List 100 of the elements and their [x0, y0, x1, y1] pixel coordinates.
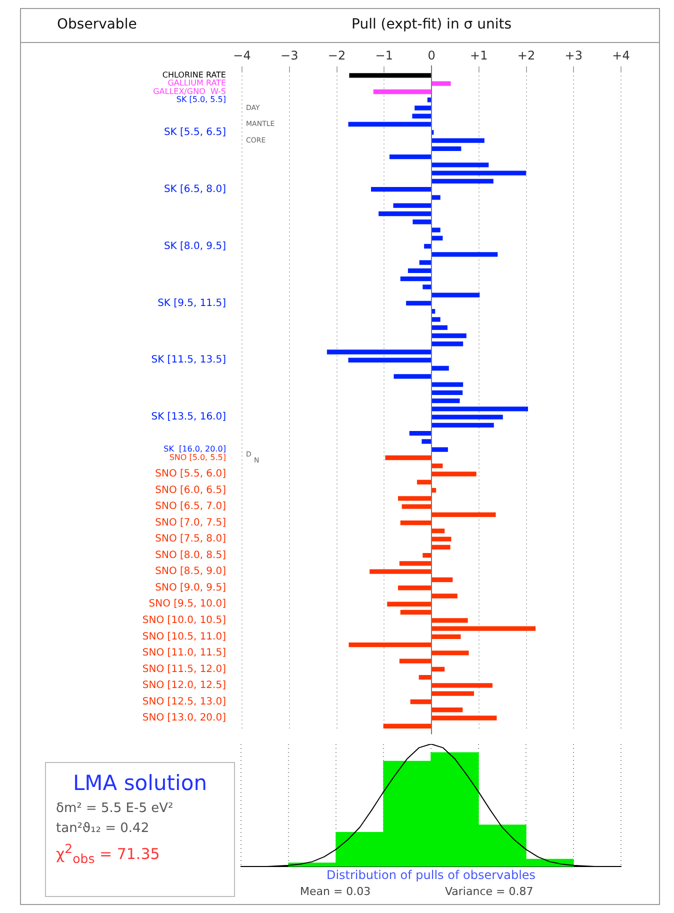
bar — [402, 504, 432, 509]
bar — [432, 422, 494, 428]
bar — [408, 268, 432, 273]
bar — [424, 244, 432, 249]
x-tick-label: −4 — [233, 48, 251, 62]
text: Mean = 0.03 — [300, 885, 371, 898]
bar — [326, 350, 432, 354]
bar — [432, 683, 492, 688]
bar — [371, 187, 432, 192]
bar — [432, 170, 526, 176]
y-tick-label: SNO [8.5, 9.0] — [155, 566, 226, 578]
bar — [432, 618, 468, 623]
bar — [432, 146, 462, 151]
bar — [378, 211, 432, 216]
bar — [432, 398, 460, 404]
bar — [349, 73, 432, 78]
bar — [432, 528, 445, 534]
bar — [432, 81, 451, 86]
text: Variance = 0.87 — [445, 885, 534, 898]
x-tick-label: 0 — [428, 48, 436, 62]
bar — [432, 317, 440, 322]
bar — [432, 634, 461, 639]
bar — [348, 122, 432, 127]
y-tick-label: SK [5.0, 5.5] — [176, 94, 226, 104]
y-tick-label: GALLIUM RATE — [168, 78, 226, 88]
bar — [432, 382, 464, 387]
bar — [419, 260, 432, 265]
bar — [414, 106, 432, 110]
y-tick-label: SNO [10.0, 10.5] — [142, 614, 226, 626]
x-tick-label: −1 — [375, 48, 393, 62]
y-tick-label: CHLORINE RATE — [162, 70, 226, 80]
y-tick-label: SNO [6.0, 6.5] — [155, 484, 226, 496]
bar — [348, 642, 432, 648]
bar — [400, 276, 432, 282]
y-tick-label: SK [5.5, 6.5] — [164, 126, 226, 138]
y-tick-label: SNO [11.0, 11.5] — [142, 648, 226, 659]
y-tick-label: SK [11.5, 13.5] — [151, 354, 226, 366]
bar — [383, 724, 432, 728]
bar — [432, 708, 463, 712]
bar — [416, 480, 432, 484]
y-tick-label: SNO [6.5, 7.0] — [155, 501, 226, 512]
bar — [422, 553, 432, 558]
y-tick-label: GALLEX/GNO W-S — [153, 86, 226, 96]
bar — [400, 610, 432, 615]
bar — [432, 716, 497, 720]
x-tick-label: +2 — [517, 48, 536, 62]
bar — [394, 374, 432, 379]
y-tick-label: SNO [11.5, 12.0] — [142, 664, 226, 675]
bar — [393, 203, 432, 208]
bar — [418, 675, 432, 680]
bar — [389, 154, 432, 160]
text: χ$^{2}$$_{obs}$ = 71.35 — [56, 841, 161, 866]
bar — [398, 496, 432, 501]
bar — [432, 292, 480, 298]
text: tan²ϑ₁₂ = 0.42 — [56, 821, 150, 836]
bar — [373, 89, 432, 94]
bar — [398, 586, 432, 590]
bar — [432, 342, 464, 346]
bar — [432, 195, 440, 200]
bar — [432, 594, 458, 598]
bar — [432, 650, 469, 656]
y-tick-label: SK [8.0, 9.5] — [164, 240, 226, 252]
y-tick-label: SK [9.5, 11.5] — [158, 298, 226, 309]
y-tick-label: SNO [8.0, 8.5] — [155, 550, 226, 561]
bar — [400, 520, 432, 526]
bar — [432, 178, 494, 184]
bar — [348, 358, 432, 362]
bar — [432, 252, 498, 257]
bar — [432, 464, 443, 468]
text: δm² = 5.5 E-5 eV² — [56, 801, 174, 816]
bar — [432, 472, 476, 476]
bar — [432, 325, 448, 330]
chart-title: Pull (expt-fit) in σ units — [351, 16, 512, 33]
bar — [432, 228, 440, 232]
bar — [432, 512, 496, 517]
y-tick-label: SNO [10.5, 11.0] — [142, 631, 226, 642]
y-tick-label: SNO [13.0, 20.0] — [142, 712, 226, 724]
text: LMA solution — [72, 771, 208, 795]
bar — [432, 406, 528, 412]
y-axis-title: Observable — [57, 16, 137, 33]
y-tick-label: SK [16.0, 20.0] — [164, 444, 226, 454]
bar — [432, 390, 463, 395]
y-tick-label: SNO [12.5, 13.0] — [142, 696, 226, 708]
bar — [399, 658, 432, 664]
bar — [432, 366, 449, 371]
bar — [399, 561, 432, 566]
bar — [387, 602, 432, 606]
bar — [412, 220, 432, 224]
bar — [432, 666, 445, 672]
y-tick-label: SNO [12.0, 12.5] — [142, 680, 226, 692]
bar — [432, 536, 452, 542]
bar — [432, 414, 503, 420]
bar — [432, 691, 474, 696]
y-tick-label: SNO [7.5, 8.0] — [155, 534, 226, 545]
x-axis-title: Distribution of pulls of observables — [326, 868, 536, 882]
x-tick-label: +1 — [470, 48, 488, 62]
bar — [432, 138, 484, 143]
x-tick-label: −3 — [280, 48, 298, 62]
x-tick-label: −2 — [328, 48, 346, 62]
bar — [432, 577, 453, 582]
